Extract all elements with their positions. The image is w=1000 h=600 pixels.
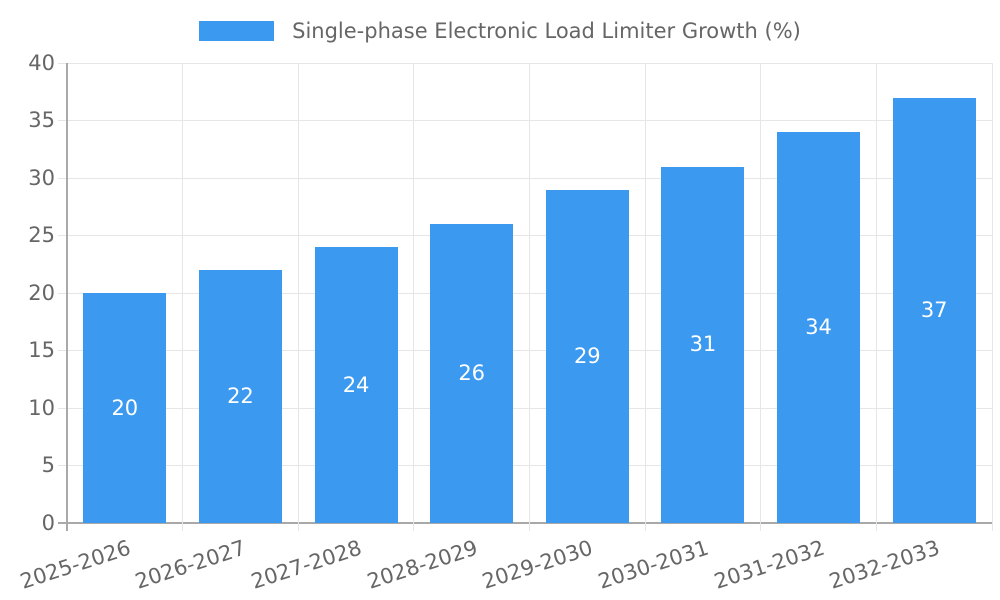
y-axis-line xyxy=(66,63,68,531)
gridline-v xyxy=(297,63,299,531)
gridline-v xyxy=(413,63,415,531)
gridline-h xyxy=(58,235,992,236)
bar-2027-2028[interactable] xyxy=(314,247,398,523)
bar-value-label: 34 xyxy=(805,315,832,339)
gridline-v xyxy=(760,63,762,531)
plot-area: 0 5 10 15 20 25 30 35 40 20 2025-2026 22 2026-2027 24… xyxy=(17,52,993,594)
bar-value-label: 24 xyxy=(342,372,370,397)
y-tick-label: 0 xyxy=(41,510,55,535)
bar-2025-2026[interactable] xyxy=(83,293,167,523)
y-tick-label: 35 xyxy=(28,108,55,132)
gridline-h xyxy=(58,62,992,64)
legend-swatch[interactable] xyxy=(199,21,275,41)
legend-label[interactable]: Single-phase Electronic Load Limiter Gro… xyxy=(292,18,801,43)
bar-2030-2031[interactable] xyxy=(661,166,745,523)
gridline-v xyxy=(875,63,877,531)
y-tick-label: 30 xyxy=(28,165,55,190)
gridline-h xyxy=(58,292,992,294)
bar-value-label: 20 xyxy=(111,395,139,420)
bar-2028-2029[interactable] xyxy=(430,224,514,523)
bar-value-label: 22 xyxy=(227,384,254,408)
bar-value-label: 31 xyxy=(689,332,717,357)
gridline-v xyxy=(644,63,646,531)
bar-2031-2032[interactable] xyxy=(777,132,861,523)
gridline-h xyxy=(58,177,992,179)
gridline-h xyxy=(58,407,992,409)
x-axis-line xyxy=(58,522,992,524)
gridline-v xyxy=(991,63,993,531)
gridline-h xyxy=(58,120,992,121)
y-tick-label: 10 xyxy=(28,395,55,420)
bar-2029-2030[interactable] xyxy=(545,189,629,523)
y-tick-label: 40 xyxy=(28,50,55,75)
y-tick-label: 5 xyxy=(41,453,55,477)
bar-value-label: 26 xyxy=(458,361,486,385)
bar-value-label: 29 xyxy=(573,343,601,368)
gridline-h xyxy=(58,465,992,466)
y-tick-label: 15 xyxy=(28,338,55,362)
gridline-h xyxy=(58,350,992,351)
y-tick-label: 25 xyxy=(28,223,55,247)
bar-2032-2033[interactable] xyxy=(892,97,976,523)
chart-legend[interactable]: Single-phase Electronic Load Limiter Gro… xyxy=(0,18,1000,43)
gridline-v xyxy=(182,63,184,531)
bar-value-label: 37 xyxy=(920,297,948,322)
y-tick-label: 20 xyxy=(28,280,55,305)
gridline-v xyxy=(529,63,530,531)
bar-2026-2027[interactable] xyxy=(198,270,282,523)
